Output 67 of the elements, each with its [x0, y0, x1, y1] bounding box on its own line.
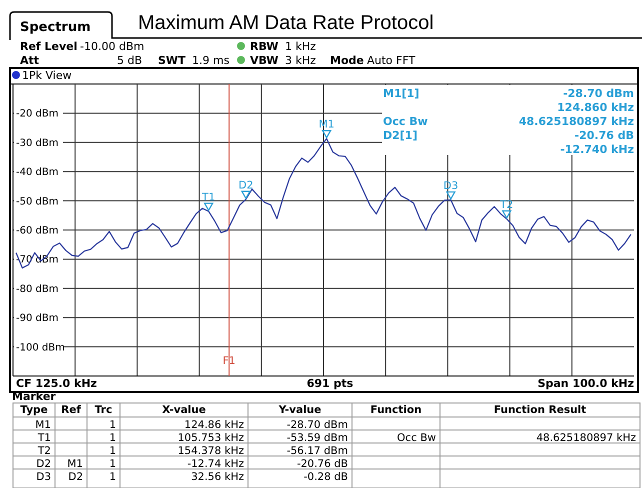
annotation: D2 — [238, 179, 254, 192]
text: RBW — [250, 40, 278, 53]
text: D2 — [36, 458, 51, 470]
text: T1 — [36, 432, 51, 444]
text: Ref Level — [20, 40, 78, 53]
text: Trc — [94, 404, 112, 416]
chart-title: Maximum AM Data Rate Protocol — [138, 12, 434, 34]
text: 1 kHz — [285, 40, 316, 53]
y-tick-label: -40 dBm — [16, 167, 58, 178]
annotation: M1[1] — [383, 87, 420, 100]
text: Function — [370, 404, 422, 416]
text: 5 dB — [116, 54, 142, 67]
y-tick-label: -90 dBm — [16, 313, 58, 324]
text: 1 — [109, 458, 116, 470]
text: -53.59 dBm — [286, 432, 348, 444]
y-tick-label: -100 dBm — [16, 342, 65, 354]
text: -0.28 dB — [304, 471, 348, 483]
y-tick-label: -50 dBm — [16, 196, 58, 208]
y-tick-label: -80 dBm — [16, 284, 58, 295]
text: 1 — [109, 432, 116, 444]
text: M1 — [67, 458, 83, 470]
annotation: Occ Bw — [383, 115, 428, 128]
text: M1 — [35, 419, 51, 431]
text: 3 kHz — [285, 54, 316, 67]
annotation: -20.76 dB — [574, 129, 634, 142]
text: 1Pk View — [22, 69, 72, 82]
text: -12.74 kHz — [187, 458, 244, 470]
text: Type — [20, 404, 48, 416]
text: Function Result — [494, 404, 586, 416]
text: 1.9 ms — [192, 54, 230, 67]
y-tick-label: -60 dBm — [16, 226, 58, 236]
text: Y-value — [278, 404, 322, 416]
text: 124.86 kHz — [184, 419, 244, 431]
text: 154.378 kHz — [178, 445, 244, 457]
y-tick-label: -30 dBm — [16, 138, 58, 149]
annotation: -28.70 dBm — [563, 87, 634, 100]
text: Ref — [61, 404, 82, 416]
text: -10.00 dBm — [80, 40, 144, 53]
text: 32.56 kHz — [191, 471, 244, 483]
text: Occ Bw — [397, 432, 436, 444]
text: D2 — [68, 471, 83, 483]
text: Span 100.0 kHz — [538, 377, 634, 390]
text: CF 125.0 kHz — [16, 377, 97, 390]
annotation: D2[1] — [383, 129, 418, 142]
text: VBW — [250, 54, 278, 67]
text: Auto FFT — [367, 54, 416, 67]
annotation: 124.860 kHz — [557, 101, 634, 114]
text: -28.70 dBm — [286, 419, 348, 431]
annotation: 48.625180897 kHz — [518, 115, 634, 128]
text: 48.625180897 kHz — [536, 432, 636, 444]
text: D3 — [36, 471, 51, 483]
text: 691 pts — [306, 377, 354, 390]
text: X-value — [162, 404, 206, 416]
text: 105.753 kHz — [178, 432, 244, 444]
text: SWT — [158, 54, 186, 67]
text: 1 — [109, 445, 116, 457]
text: 1 — [109, 419, 116, 431]
annotation: -12.740 kHz — [560, 143, 634, 156]
text: T2 — [36, 445, 51, 457]
text: -56.17 dBm — [286, 445, 348, 457]
y-tick-label: -20 dBm — [16, 108, 58, 120]
text: 1 — [109, 471, 116, 483]
text: Spectrum — [20, 20, 91, 35]
text: Mode — [330, 54, 364, 67]
text: Att — [20, 54, 40, 67]
text: -20.76 dB — [296, 458, 348, 470]
annotation: T1 — [201, 191, 216, 204]
